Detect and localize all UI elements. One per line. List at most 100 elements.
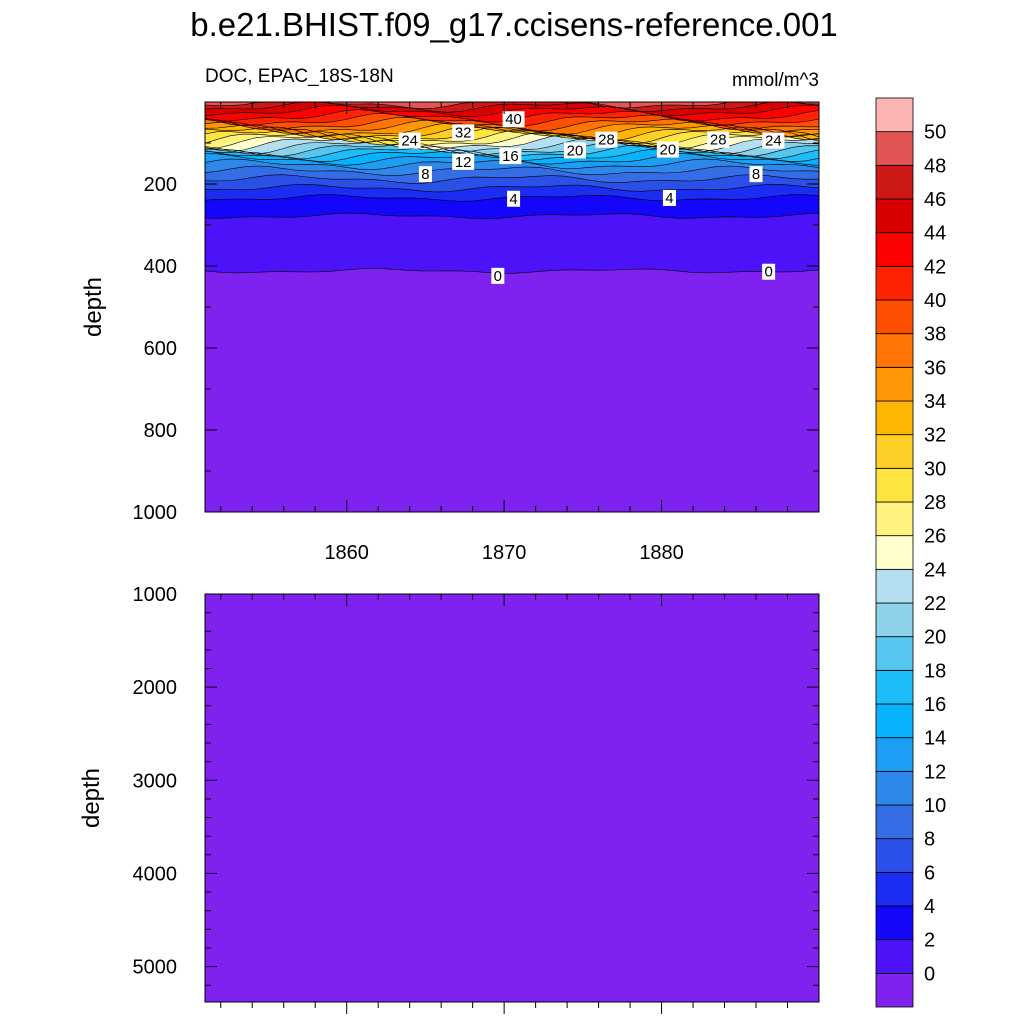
lower-y-tick-label: 1000 — [133, 584, 178, 606]
lower-fill-base — [205, 594, 819, 1002]
colorbar-box — [875, 703, 914, 739]
colorbar-box — [875, 737, 914, 772]
colorbar-label: 28 — [924, 492, 946, 514]
contour-label-bg — [452, 153, 475, 170]
contour-label: 24 — [401, 133, 418, 150]
colorbar-label: 10 — [924, 795, 946, 817]
colorbar-box — [875, 467, 914, 503]
contour-label-bg — [507, 190, 521, 207]
colorbar-label: 22 — [924, 593, 946, 615]
colorbar-box — [875, 939, 914, 974]
colorbar-box — [875, 871, 914, 907]
colorbar-label: 14 — [924, 728, 946, 750]
contour-label-bg — [563, 142, 586, 159]
colorbar-box — [875, 568, 914, 604]
upper-y-tick-label: 1000 — [133, 502, 178, 524]
colorbar-label: 16 — [924, 694, 946, 716]
contour-label: 8 — [421, 166, 429, 183]
upper-contour-line-32 — [205, 124, 819, 142]
colorbar-label: 42 — [924, 256, 946, 278]
colorbar-box — [875, 972, 914, 1008]
colorbar-label: 18 — [924, 660, 946, 682]
upper-contour-line-48 — [205, 102, 819, 110]
colorbar-label: 24 — [924, 559, 946, 581]
contour-label: 0 — [764, 264, 772, 281]
colorbar-label: 46 — [924, 189, 946, 211]
colorbar-label: 12 — [924, 761, 946, 783]
lower-y-tick-label: 2000 — [133, 677, 178, 699]
upper-x-tick-label: 1880 — [639, 542, 684, 564]
colorbar-box — [875, 232, 914, 267]
colorbar-box — [875, 434, 914, 469]
colorbar-label: 4 — [924, 896, 935, 918]
lower-contour-fills — [205, 594, 819, 1002]
upper-y-tick-label: 600 — [144, 338, 177, 360]
upper-y-axis: 200 4 0 0 600 800 1000 — [133, 142, 819, 524]
contour-label: 4 — [665, 190, 673, 207]
colorbar-box — [875, 501, 914, 537]
upper-x-tick-label: 1860 — [324, 542, 369, 564]
contour-label: 28 — [598, 132, 615, 149]
lower-y-tick-label: 5000 — [133, 957, 178, 979]
colorbar-label: 32 — [924, 425, 946, 447]
upper-contour-line-44 — [205, 104, 819, 118]
contour-label: 40 — [505, 111, 522, 128]
colorbar-box — [875, 602, 914, 638]
upper-contour-line-2 — [205, 212, 819, 220]
contour-label-bg — [499, 148, 522, 165]
contour-label-bg — [452, 124, 475, 141]
lower-x-axis — [220, 594, 789, 1014]
lower-y-tick-label: 3000 — [133, 770, 178, 792]
colorbar-box — [875, 333, 914, 368]
upper-contour-line-6 — [205, 183, 819, 193]
colorbar-box — [875, 400, 914, 436]
contour-label-bg — [595, 131, 618, 148]
contour-label-bg — [749, 166, 763, 183]
upper-x-axis: 1860 1870 1880 — [220, 102, 789, 564]
colorbar-box — [875, 198, 914, 234]
upper-fill-band-48 — [205, 102, 819, 109]
colorbar-box — [875, 669, 914, 705]
upper-contour-line-8 — [205, 174, 819, 184]
contour-label-bg — [656, 141, 679, 158]
colorbar-label: 26 — [924, 526, 946, 548]
colorbar-box — [875, 265, 914, 301]
upper-contour-line-36 — [205, 119, 819, 135]
contour-label: 20 — [567, 142, 584, 159]
colorbar-label: 6 — [924, 862, 935, 884]
colorbar-box — [875, 97, 914, 133]
lower-panel: 1000 2000 3000 4000 5000 depth — [78, 584, 820, 1014]
colorbar-label: 0 — [924, 963, 935, 985]
lower-y-axis-label: depth — [78, 768, 105, 828]
colorbar-label: 44 — [924, 223, 946, 245]
colorbar-label: 34 — [924, 391, 946, 413]
contour-label: 8 — [752, 166, 760, 183]
colorbar-label: 20 — [924, 627, 946, 649]
upper-y-tick-label: 800 — [144, 420, 177, 442]
contour-label-bg — [762, 263, 776, 280]
colorbar-box — [875, 366, 914, 402]
colorbar-label: 50 — [924, 122, 946, 144]
contour-label: 20 — [660, 142, 677, 159]
contour-label-bg — [662, 189, 676, 206]
colorbar-labels: 0246810121416182022242628303234363840424… — [924, 122, 946, 986]
contour-label: 0 — [494, 268, 502, 285]
colorbar-label: 36 — [924, 357, 946, 379]
contour-label: 16 — [502, 148, 519, 165]
contour-label-bg — [707, 131, 730, 148]
contour-label-bg — [418, 166, 432, 183]
upper-y-tick-label: 200 — [144, 174, 177, 196]
colorbar-box — [875, 164, 914, 200]
colorbar: 0246810121416182022242628303234363840424… — [875, 97, 946, 1008]
upper-contour-line-0 — [205, 268, 819, 274]
colorbar-box — [875, 905, 914, 941]
lower-plot-frame — [204, 593, 820, 1003]
upper-units-label: mmol/m^3 — [732, 70, 819, 91]
contour-label-bg — [502, 111, 525, 128]
colorbar-boxes — [875, 97, 914, 1008]
colorbar-box — [875, 804, 914, 840]
colorbar-label: 40 — [924, 290, 946, 312]
contour-label-bg — [762, 132, 785, 149]
